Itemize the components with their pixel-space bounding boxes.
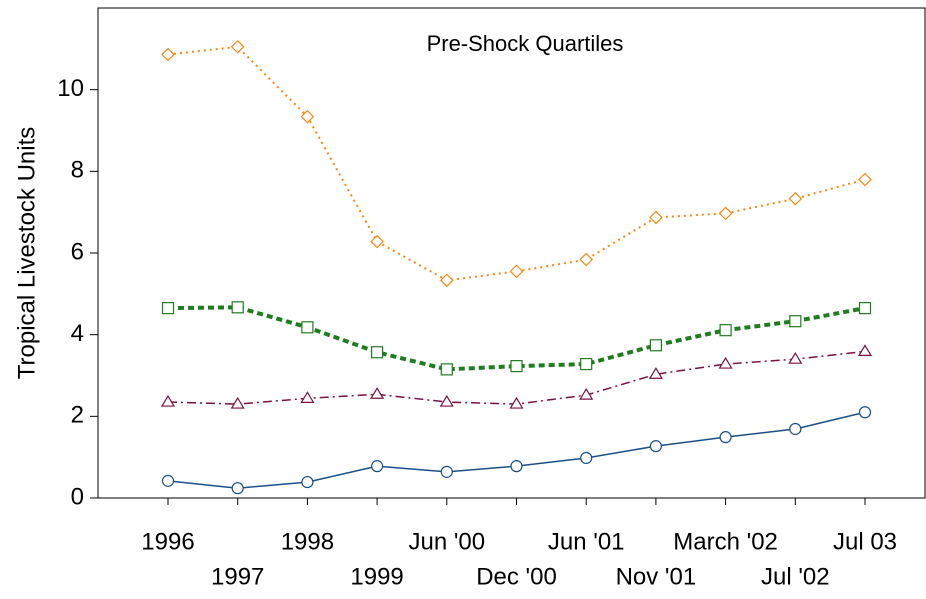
point [858,302,872,315]
point [788,191,803,206]
point [510,460,523,473]
x-tick-label: Jul 03 [833,528,897,555]
point [789,422,802,436]
y-tick-label: 8 [71,157,84,184]
point [161,302,175,315]
x-tick-label: 1996 [141,528,194,555]
y-tick-label: 4 [71,320,84,347]
point [230,39,245,54]
point [788,352,803,364]
y-tick-label: 6 [71,238,84,265]
point [789,315,802,328]
y-axis-label: Tropical Livestock Units [13,127,40,380]
series-line [167,350,866,405]
point [718,356,733,369]
y-tick-label: 2 [71,402,84,429]
point [857,344,873,357]
plot-frame [97,7,926,499]
point [648,367,663,379]
x-tick-label: 1998 [281,528,334,555]
x-tick-label: Jul '02 [761,563,830,590]
x-tick-label: Dec '00 [476,563,557,590]
series-line [167,45,866,282]
x-tick-label: 1999 [350,563,403,590]
point [718,206,733,221]
point [858,406,872,419]
point [509,264,524,279]
point [509,396,524,409]
y-tick-label: 10 [57,75,84,102]
point [231,301,244,314]
point [439,394,454,407]
point [580,357,593,371]
point [580,451,593,465]
point [160,394,176,407]
x-tick-label: Jun '00 [408,528,485,555]
point [649,440,663,453]
series-line [167,411,866,489]
chart-title: Pre-Shock Quartiles [427,31,624,56]
point [370,234,384,249]
point [439,273,454,288]
point [370,387,385,399]
y-tick-label: 0 [71,483,84,510]
series-line [167,305,866,372]
point [231,482,244,495]
point [371,346,384,359]
x-tick-label: 1997 [211,563,264,590]
point [579,252,594,267]
point [301,475,314,489]
point [161,47,175,62]
x-tick-label: Jun '01 [548,528,625,555]
point [858,172,872,187]
point [440,363,453,376]
point [440,465,453,478]
point [300,391,315,403]
point [300,109,315,124]
point [649,339,663,352]
x-tick-label: Nov '01 [616,563,697,590]
point [161,474,175,487]
point [301,321,314,334]
point [371,460,384,473]
point [510,360,523,373]
point [230,396,245,409]
point [649,210,663,225]
point [719,324,732,337]
x-tick-label: March '02 [673,528,778,555]
point [719,431,732,444]
point [579,387,594,400]
